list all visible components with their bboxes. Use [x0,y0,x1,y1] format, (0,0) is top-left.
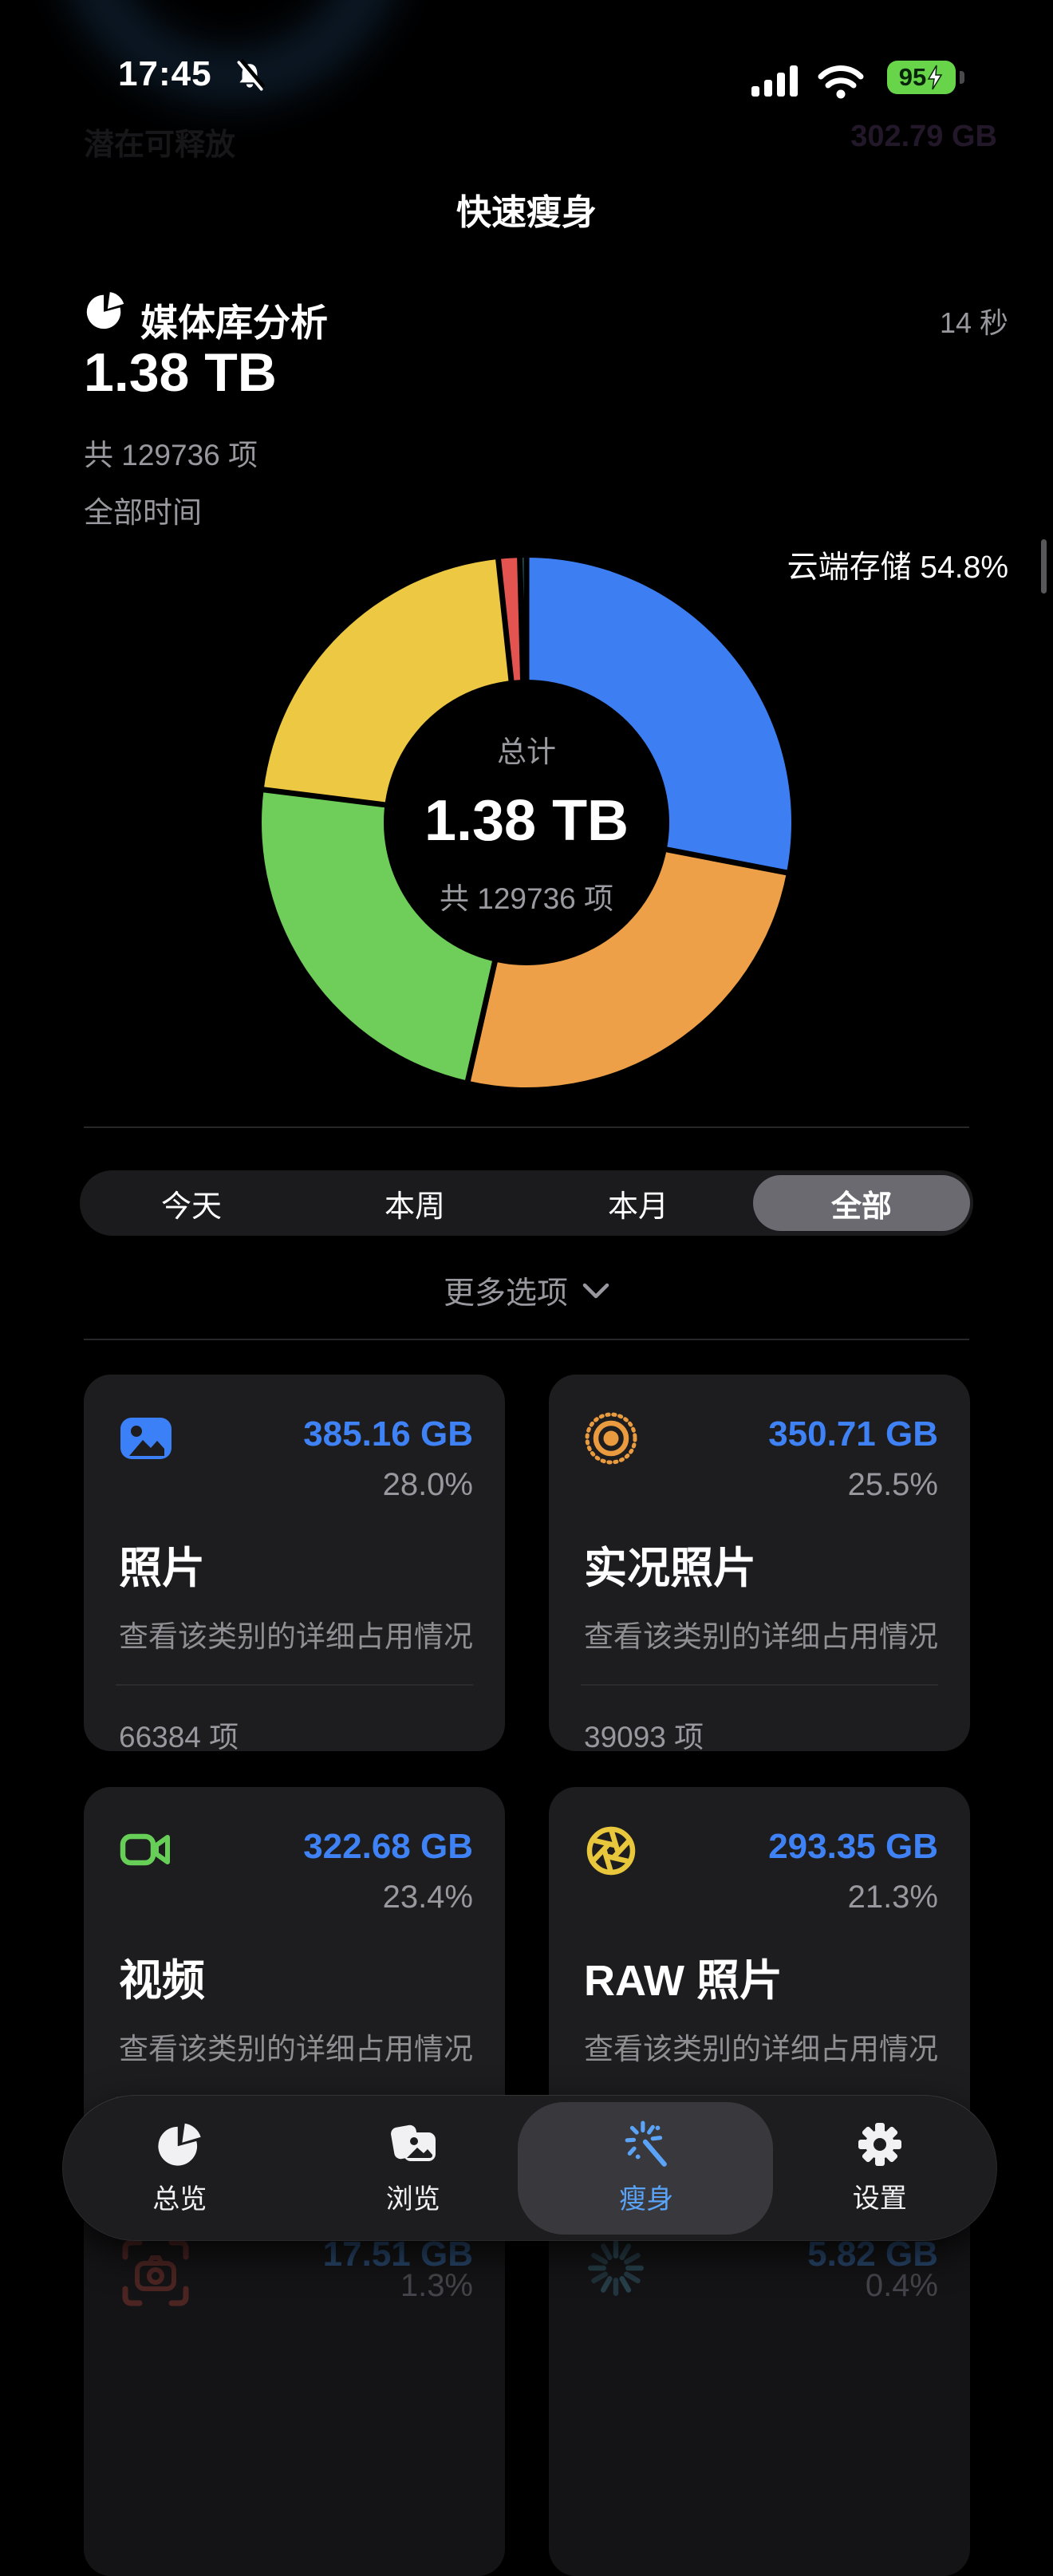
card-screenshots-partial[interactable]: 17.51 GB 1.3% [84,2199,505,2576]
chevron-down-icon [582,1283,609,1299]
battery-charging-indicator: 95 [887,61,956,94]
card-title: RAW 照片 [584,1957,783,2005]
photo-icon [119,1411,173,1469]
card-photos[interactable]: 385.16 GB 28.0% 照片 查看该类别的详细占用情况 66384 项 [84,1375,505,1753]
card-title: 照片 [119,1544,205,1592]
tab-overview[interactable]: 总览 [63,2096,297,2240]
library-total-size: 1.38 TB [84,342,277,403]
mute-bell-slash-icon [233,58,266,97]
divider [84,1126,969,1128]
card-size: 385.16 GB [303,1414,473,1454]
donut-center-sub: 共 129736 项 [439,882,614,915]
tab-selected-highlight [518,2102,773,2235]
card-percent: 0.4% [865,2268,938,2303]
tab-label: 浏览 [385,2184,440,2215]
gear-icon [858,2123,901,2166]
spinner-icon [584,2236,648,2304]
card-size: 322.68 GB [303,1827,473,1866]
card-percent: 25.5% [847,1467,938,1502]
background-glow-arc [64,0,399,96]
aperture-icon [584,1824,638,1882]
tab-slim[interactable]: 瘦身 [530,2096,763,2240]
video-icon [119,1824,173,1882]
card-percent: 1.3% [400,2268,473,2303]
cloud-storage-annotation: 云端存储 54.8% [787,550,1008,585]
category-cards-row-3: 17.51 GB 1.3% [84,2199,970,2576]
card-title: 实况照片 [584,1544,756,1592]
segment-week[interactable]: 本周 [384,1189,445,1224]
tab-settings[interactable]: 设置 [763,2096,997,2240]
dimmed-bg-value: 302.79 GB [850,120,997,153]
card-desc: 查看该类别的详细占用情况 [119,2033,473,2065]
segment-today[interactable]: 今天 [160,1189,222,1224]
card-title: 视频 [119,1957,205,2005]
card-percent: 28.0% [382,1467,473,1502]
charging-bolt-icon [927,65,943,90]
photos-stack-icon [390,2124,436,2161]
magic-wand-icon [625,2120,668,2167]
segment-all[interactable]: 全部 [753,1175,970,1231]
dimmed-bg-label: 潜在可释放 [84,128,236,162]
card-percent: 23.4% [382,1880,473,1915]
card-size: 5.82 GB [807,2235,938,2274]
tab-label: 设置 [852,2183,907,2214]
card-count: 66384 项 [119,1721,239,1753]
library-total-items: 共 129736 项 [84,439,258,471]
tab-bar: 总览 浏览 瘦身 [62,2095,997,2241]
card-desc: 查看该类别的详细占用情况 [119,1620,473,1653]
pie-chart-icon [84,289,127,336]
storage-donut-chart[interactable]: 总计 1.38 TB 共 129736 项 [260,556,793,1089]
tab-label: 总览 [152,2184,207,2215]
card-size: 350.71 GB [768,1414,938,1454]
card-divider [581,1684,938,1686]
cellular-signal-icon [751,64,803,101]
tab-label: 瘦身 [619,2184,674,2215]
more-options-label: 更多选项 [443,1276,568,1311]
tab-browse[interactable]: 浏览 [297,2096,530,2240]
time-filter-segmented-control: 今天 本周 本月 全部 [80,1170,973,1236]
card-percent: 21.3% [847,1880,938,1915]
card-desc: 查看该类别的详细占用情况 [584,2033,938,2065]
donut-center-title: 总计 [497,736,556,768]
card-size: 17.51 GB [322,2235,473,2274]
timeframe-label: 全部时间 [84,496,202,529]
screenshot-icon [119,2236,192,2314]
donut-center-labels: 总计 1.38 TB 共 129736 项 [260,556,793,1089]
battery-percent: 95 [898,63,927,91]
donut-center-value: 1.38 TB [424,789,629,853]
card-spinner-partial[interactable]: 5.82 GB 0.4% [549,2199,970,2576]
live-photo-icon [584,1411,638,1469]
status-time: 17:45 [118,54,212,93]
card-count: 39093 项 [584,1721,704,1753]
card-size: 293.35 GB [768,1827,938,1866]
section-title: 媒体库分析 [140,302,328,344]
more-options-button[interactable]: 更多选项 [0,1268,1053,1313]
card-desc: 查看该类别的详细占用情况 [584,1620,938,1653]
battery-cap [960,71,964,84]
pie-chart-icon [158,2123,201,2166]
card-live-photos[interactable]: 350.71 GB 25.5% 实况照片 查看该类别的详细占用情况 39093 … [549,1375,970,1753]
category-cards-row-1: 385.16 GB 28.0% 照片 查看该类别的详细占用情况 66384 项 … [84,1375,970,1753]
donut-svg[interactable] [260,556,793,1089]
scrollbar-thumb[interactable] [1041,539,1047,594]
analysis-duration: 14 秒 [939,306,1008,339]
segment-month[interactable]: 本月 [607,1189,668,1224]
page-title: 快速瘦身 [456,193,597,232]
card-divider [116,1684,473,1686]
wifi-icon [817,64,865,103]
divider [84,1339,969,1340]
